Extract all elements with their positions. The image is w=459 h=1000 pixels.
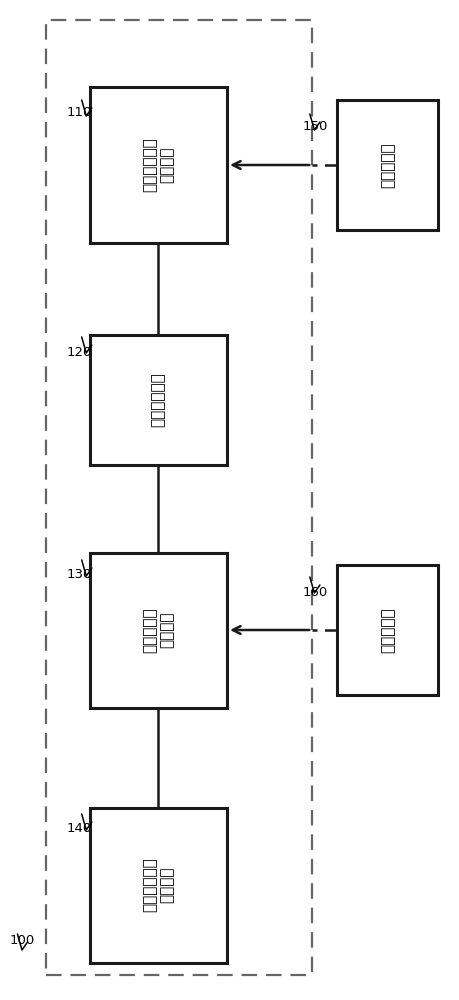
Text: 110: 110 [67, 105, 92, 118]
Text: 车辆控制单元: 车辆控制单元 [151, 373, 166, 427]
Text: 停车空间回
校正单元: 停车空间回 校正单元 [142, 607, 174, 653]
Bar [337, 565, 438, 695]
Bar [90, 552, 227, 708]
Bar [90, 88, 227, 242]
Bar [337, 100, 438, 230]
Text: 140: 140 [67, 822, 92, 834]
Bar [46, 20, 312, 975]
Text: 第一传感器: 第一传感器 [381, 142, 395, 188]
Text: 160: 160 [303, 585, 328, 598]
Text: 130: 130 [67, 568, 92, 582]
Text: 150: 150 [303, 120, 328, 133]
Bar [90, 335, 227, 465]
Text: 初始停车空间
设置单元: 初始停车空间 设置单元 [142, 138, 174, 192]
Text: 100: 100 [9, 934, 34, 946]
Text: 最终停车路径
计算单元: 最终停车路径 计算单元 [142, 858, 174, 912]
Text: 120: 120 [67, 346, 92, 359]
Bar [90, 808, 227, 962]
Text: 第二传感器: 第二传感器 [381, 607, 395, 653]
